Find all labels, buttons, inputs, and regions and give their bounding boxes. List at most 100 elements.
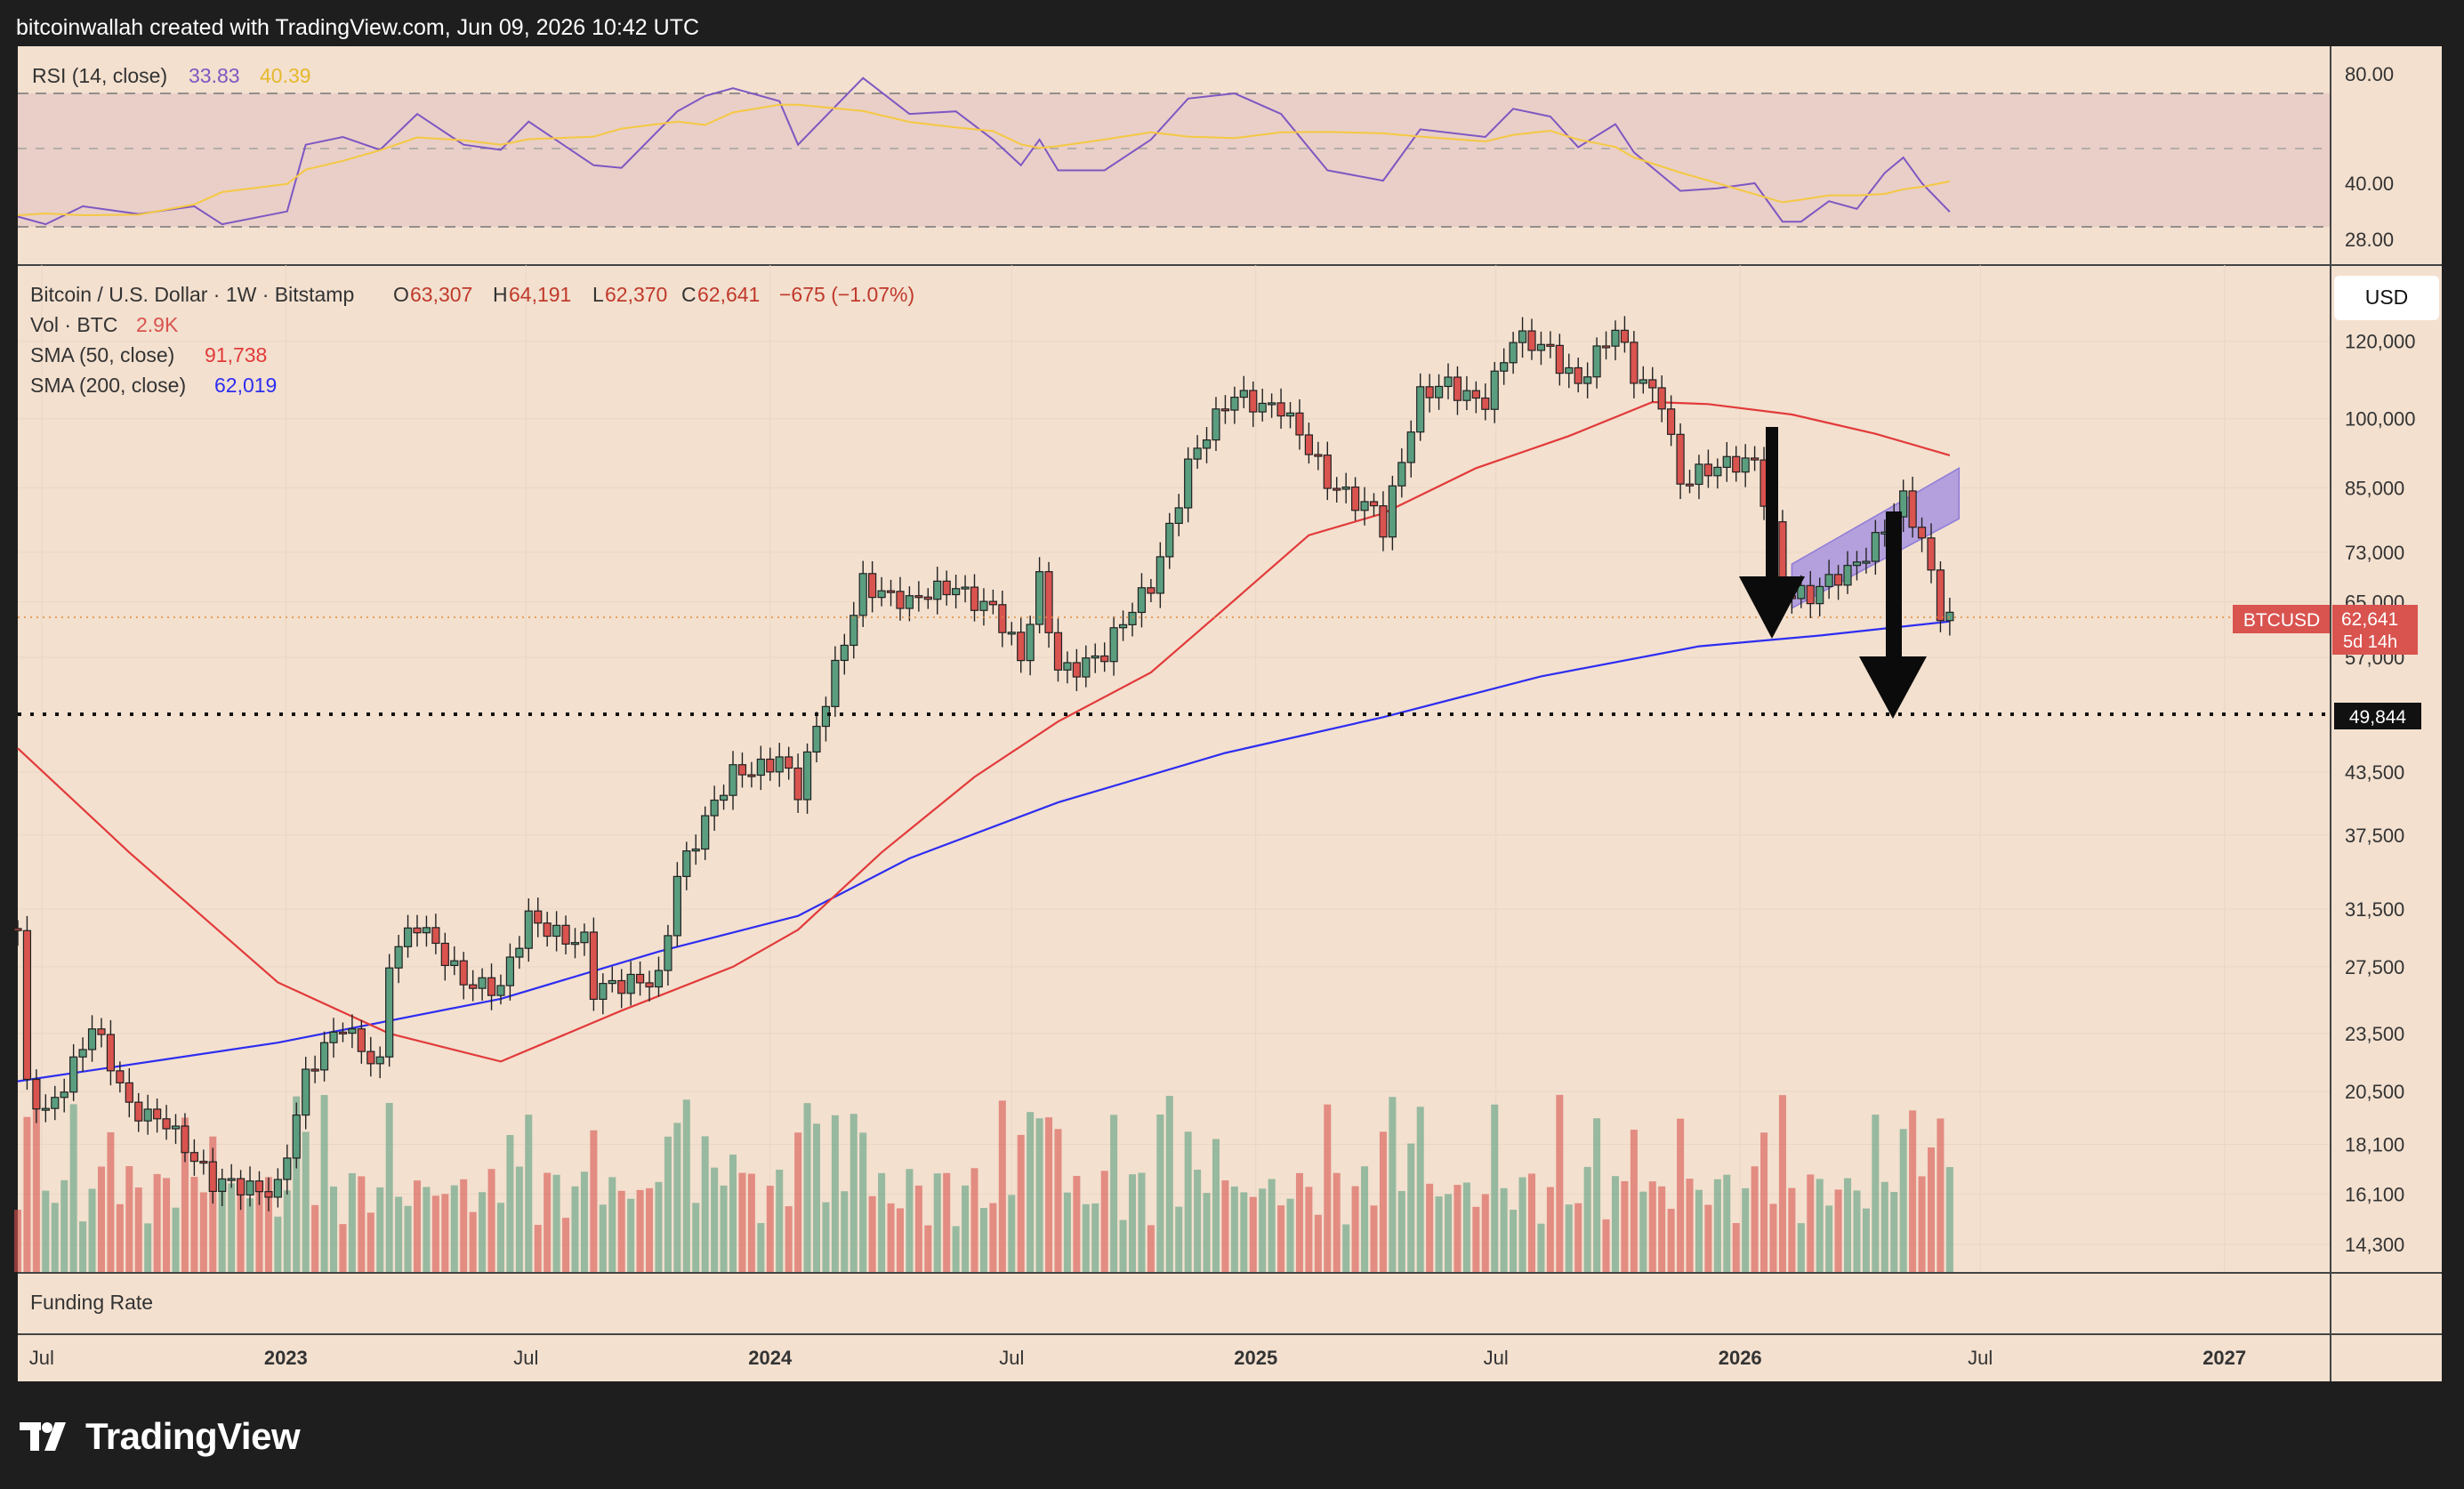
currency-button[interactable]: USD [2334,276,2439,320]
candle-body [1184,458,1193,509]
volume-bar [1751,1166,1759,1272]
volume-bar [1816,1179,1824,1272]
candle-body [645,982,654,988]
candle-body [1174,507,1183,524]
volume-bar [330,1186,338,1272]
volume-bar [199,1192,207,1272]
tradingview-logo-icon [20,1422,66,1451]
candle-body [1017,632,1026,662]
volume-bar [1295,1172,1303,1272]
volume-bar [69,1104,77,1272]
candle-body [22,930,32,1081]
candle-body [496,985,505,996]
candle-body [431,927,440,945]
candle-body [60,1091,68,1099]
rsi-pane: RSI (14, close) 33.83 40.39 80.00 40.00 … [17,63,2394,251]
volume-bar [1909,1110,1917,1272]
volume-bar [943,1172,951,1272]
volume-bar [831,1115,839,1272]
volume-bar [914,1185,922,1272]
volume-bar [1565,1204,1573,1272]
arrow-down-icon[interactable] [1859,511,1927,719]
candle-body [1695,463,1703,486]
volume-bar [1491,1104,1499,1272]
candle-body [1276,402,1285,417]
volume-bar [116,1203,124,1272]
candle-body [319,1042,329,1071]
candle-body [1156,556,1164,594]
candle-body [41,1107,50,1111]
high-value: 64,191 [509,283,571,306]
candle-body [654,970,664,988]
volume-bar [460,1179,468,1272]
candle-body [515,947,524,958]
candle-body [1833,574,1843,586]
candle-body [1341,486,1350,490]
volume-bar [924,1225,932,1272]
price-axis-labels: 120,000100,00085,00073,00065,00057,00043… [2345,331,2416,1256]
volume-bar [385,1103,393,1272]
candle-body [626,973,635,994]
candle-body [1620,329,1630,343]
volume-bar [887,1203,895,1272]
price-tag-countdown: 5d 14h [2343,632,2397,652]
volume-bar [1528,1173,1536,1272]
arrow-down-icon[interactable] [1739,427,1805,639]
volume-bar [590,1130,598,1272]
rsi-ma-line [17,103,1951,217]
volume-bar [1945,1167,1953,1272]
candle-body [766,758,775,773]
candle-body [775,756,784,773]
chart-credit: bitcoinwallah created with TradingView.c… [16,15,700,40]
candle-body [1471,390,1480,399]
volume-bar [1639,1191,1647,1272]
candle-body [1026,624,1035,662]
tradingview-logo[interactable]: TradingView [20,1410,301,1463]
candle-body [338,1031,348,1034]
volume-bar [1853,1190,1861,1272]
candle-body [1899,490,1908,518]
volume-bar [562,1218,570,1272]
candle-body [942,580,951,596]
candle-body [1202,439,1212,449]
volume-bar [255,1182,263,1272]
candle-body [1212,408,1220,441]
volume-bar [228,1183,236,1272]
candle-body [896,591,905,609]
volume-bar [868,1195,876,1272]
volume-bar [655,1181,663,1272]
rsi-value: 33.83 [189,64,240,87]
candle-body [737,764,747,776]
volume-bar [962,1185,970,1272]
volume-bar [1240,1192,1248,1272]
candle-body [1797,584,1806,600]
volume-bar [1035,1118,1043,1272]
volume-bar [1611,1176,1619,1272]
candle-body [1648,379,1657,389]
funding-rate-label: Funding Rate [30,1291,153,1314]
volume-bar [431,1195,439,1272]
price-tag-price: 62,641 [2341,609,2398,630]
candle-body [237,1178,246,1195]
volume-bar [51,1203,59,1272]
price-axis-label: 73,000 [2345,542,2404,564]
price-axis-label: 18,100 [2345,1134,2404,1156]
volume-bar [711,1167,719,1272]
time-axis-label: Jul [1484,1347,1509,1369]
candle-body [1639,379,1647,384]
sma50-line [17,400,1951,1063]
price-axis-label: 23,500 [2345,1023,2404,1045]
price-axis-label: 43,500 [2345,761,2404,784]
rsi-label: RSI (14, close) [32,64,167,87]
volume-bar [1481,1194,1489,1272]
volume-bar [395,1196,403,1272]
candle-body [1165,522,1174,558]
volume-bar [358,1176,366,1272]
candle-body [1369,501,1379,507]
volume-bar [302,1131,310,1272]
volume-bar [1453,1185,1461,1272]
candle-body [905,595,914,609]
candle-body [394,946,403,969]
candle-body [450,960,459,967]
